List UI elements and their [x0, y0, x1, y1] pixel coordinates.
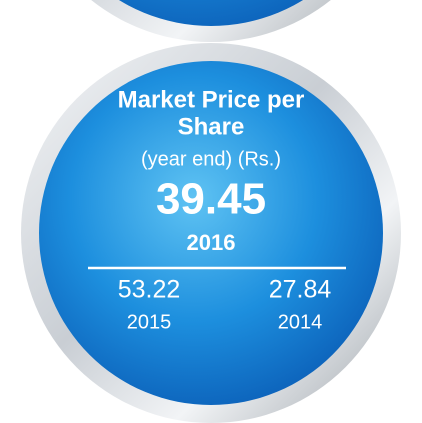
subtitle: (year end) (Rs.) — [141, 148, 281, 170]
main-badge — [21, 43, 401, 423]
top-badge — [91, 0, 331, 42]
current-value: 39.45 — [156, 175, 266, 224]
previous-year: 2014 — [278, 311, 323, 333]
current-year: 2016 — [187, 230, 236, 255]
previous-year: 2015 — [127, 311, 172, 333]
title-line: Share — [178, 113, 245, 140]
previous-value: 53.22 — [118, 276, 181, 304]
previous-value: 27.84 — [269, 276, 332, 304]
title-line: Market Price per — [118, 86, 305, 113]
